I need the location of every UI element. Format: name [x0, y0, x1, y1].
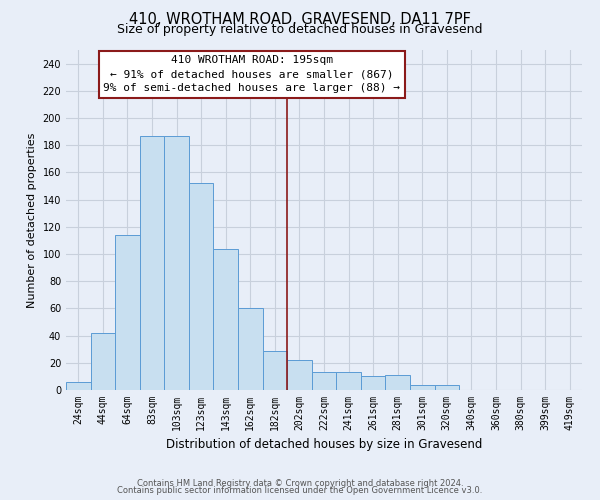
Y-axis label: Number of detached properties: Number of detached properties: [27, 132, 37, 308]
Bar: [434, 384, 459, 390]
Bar: [312, 372, 336, 390]
Bar: [189, 184, 214, 390]
Bar: [140, 136, 164, 390]
Bar: [410, 384, 434, 390]
Text: 410 WROTHAM ROAD: 195sqm
← 91% of detached houses are smaller (867)
9% of semi-d: 410 WROTHAM ROAD: 195sqm ← 91% of detach…: [103, 55, 400, 93]
Text: Size of property relative to detached houses in Gravesend: Size of property relative to detached ho…: [117, 22, 483, 36]
Bar: [115, 235, 140, 390]
Bar: [238, 308, 263, 390]
Bar: [66, 382, 91, 390]
X-axis label: Distribution of detached houses by size in Gravesend: Distribution of detached houses by size …: [166, 438, 482, 452]
Bar: [361, 376, 385, 390]
Bar: [214, 248, 238, 390]
Bar: [287, 360, 312, 390]
Bar: [164, 136, 189, 390]
Text: Contains HM Land Registry data © Crown copyright and database right 2024.: Contains HM Land Registry data © Crown c…: [137, 478, 463, 488]
Text: 410, WROTHAM ROAD, GRAVESEND, DA11 7PF: 410, WROTHAM ROAD, GRAVESEND, DA11 7PF: [129, 12, 471, 28]
Bar: [263, 350, 287, 390]
Text: Contains public sector information licensed under the Open Government Licence v3: Contains public sector information licen…: [118, 486, 482, 495]
Bar: [91, 333, 115, 390]
Bar: [385, 375, 410, 390]
Bar: [336, 372, 361, 390]
